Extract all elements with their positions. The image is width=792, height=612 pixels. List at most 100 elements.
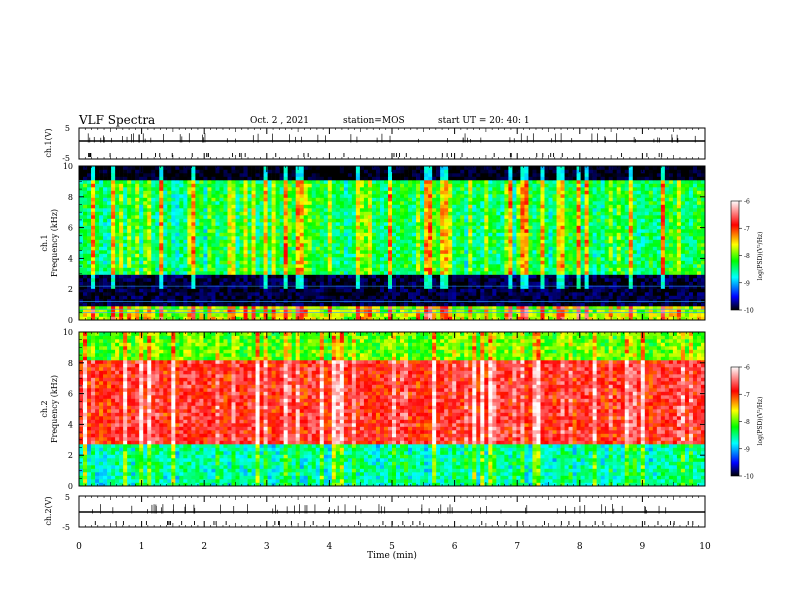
spectrogram-cell	[624, 229, 630, 233]
spectrogram-cell	[584, 295, 589, 300]
spectrogram-cell	[700, 292, 706, 296]
spectrogram-cell	[95, 267, 100, 272]
spectrogram-cell	[660, 243, 666, 247]
spectrogram-cell	[428, 246, 433, 251]
spectrogram-cell	[580, 257, 585, 261]
spectrogram-cell	[504, 250, 509, 254]
spectrogram-cell	[452, 211, 457, 216]
spectrogram-cell	[139, 239, 144, 244]
spectrogram-cell	[363, 218, 369, 223]
spectrogram-cell	[580, 288, 585, 293]
spectrogram-cell	[700, 274, 706, 279]
spectrogram-cell	[127, 264, 132, 268]
spectrogram-cell	[175, 267, 180, 272]
spectrogram-cell	[219, 292, 224, 296]
spectrogram-cell	[400, 292, 405, 296]
spectrogram-cell	[263, 292, 268, 296]
spectrogram-cell	[87, 316, 92, 321]
spectrogram-cell	[656, 236, 662, 240]
spectrogram-cell	[488, 288, 493, 293]
spectrogram-cell	[572, 232, 577, 237]
spectrogram-cell	[464, 260, 469, 265]
spectrogram-cell	[424, 243, 429, 247]
spectrogram-cell	[271, 281, 276, 286]
spectrogram-cell	[247, 264, 252, 268]
spectrogram-cell	[119, 295, 124, 300]
spectrogram-cell	[271, 222, 276, 226]
spectrogram-cell	[476, 253, 481, 258]
spectrogram-cell	[227, 253, 232, 258]
spectrogram-cell	[480, 222, 485, 226]
spectrogram-cell	[211, 299, 216, 303]
spectrogram-cell	[287, 278, 292, 282]
spectrogram-cell	[375, 278, 381, 282]
spectrogram-cell	[227, 229, 232, 233]
spectrogram-cell	[628, 264, 634, 268]
spectrogram-cell	[476, 250, 481, 254]
spectrogram-cell	[532, 222, 537, 226]
spectrogram-cell	[576, 288, 581, 293]
spectrogram-cell	[191, 253, 196, 258]
spectrogram-cell	[199, 264, 204, 268]
spectrogram-cell	[640, 309, 646, 314]
spectrogram-cell	[179, 222, 184, 226]
spectrogram-cell	[516, 243, 521, 247]
spectrogram-cell	[363, 278, 369, 282]
spectrogram-cell	[179, 299, 184, 303]
spectrogram-cell	[400, 232, 405, 237]
spectrogram-cell	[648, 257, 654, 261]
spectrogram-cell	[123, 288, 128, 293]
spectrogram-cell	[215, 274, 220, 279]
spectrogram-cell	[480, 232, 485, 237]
spectrogram-cell	[155, 232, 160, 237]
spectrogram-cell	[355, 250, 361, 254]
spectrogram-cell	[83, 285, 88, 289]
spectrogram-cell	[396, 243, 401, 247]
spectrogram-cell	[215, 243, 220, 247]
spectrogram-cell	[263, 253, 268, 258]
spectrogram-cell	[512, 239, 517, 244]
spectrogram-cell	[392, 222, 397, 226]
spectrogram-cell	[123, 313, 128, 317]
spectrogram-cell	[652, 274, 658, 279]
spectrogram-cell	[351, 232, 357, 237]
spectrogram-cell	[375, 250, 381, 254]
spectrogram-cell	[452, 309, 457, 314]
spectrogram-cell	[452, 271, 457, 275]
spectrogram-cell	[199, 278, 204, 282]
spectrogram-cell	[247, 222, 252, 226]
spectrogram-cell	[91, 246, 96, 251]
spectrogram-cell	[656, 222, 662, 226]
spectrogram-cell	[672, 236, 678, 240]
spectrogram-cell	[199, 236, 204, 240]
spectrogram-cell	[227, 267, 232, 272]
spectrogram-cell	[351, 302, 357, 307]
spectrogram-cell	[79, 274, 84, 279]
spectrogram-cell	[484, 218, 489, 223]
spectrogram-cell	[363, 232, 369, 237]
spectrogram-cell	[279, 264, 284, 268]
spectrogram-cell	[263, 295, 268, 300]
spectrogram-cell	[672, 316, 678, 321]
spectrogram-cell	[580, 264, 585, 268]
spectrogram-cell	[560, 271, 565, 275]
spectrogram-cell	[323, 299, 329, 303]
spectrogram-cell	[279, 225, 284, 230]
spectrogram-cell	[323, 295, 329, 300]
spectrogram-cell	[123, 222, 128, 226]
spectrogram-cell	[279, 306, 284, 310]
spectrogram-cell	[123, 278, 128, 282]
spectrogram-cell	[359, 278, 365, 282]
spectrogram-cell	[472, 299, 477, 303]
spectrogram-cell	[319, 236, 325, 240]
spectrogram-cell	[299, 257, 305, 261]
spectrogram-cell	[528, 285, 533, 289]
spectrogram-cell	[267, 253, 272, 258]
spectrogram-cell	[275, 302, 280, 307]
spectrogram-cell	[335, 285, 341, 289]
spectrogram-cell	[243, 313, 248, 317]
spectrogram-cell	[676, 253, 682, 258]
spectrogram-cell	[119, 215, 124, 219]
spectrogram-cell	[628, 285, 634, 289]
spectrogram-cell	[223, 215, 228, 219]
